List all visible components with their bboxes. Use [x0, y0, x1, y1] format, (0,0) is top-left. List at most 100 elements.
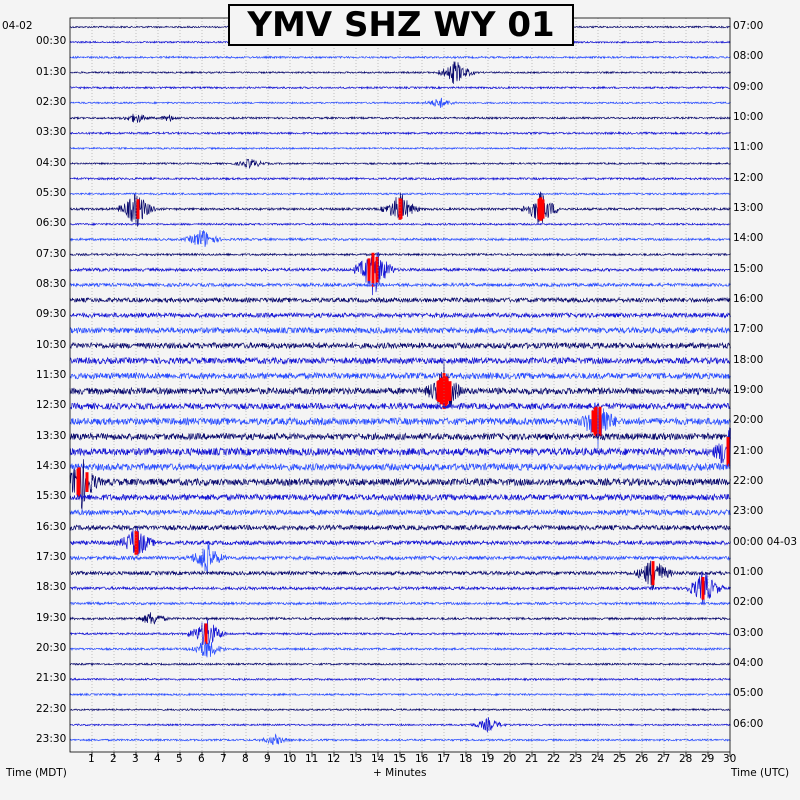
right-time-label: 23:00: [733, 505, 764, 518]
right-time-label: 14:00: [733, 232, 764, 245]
clipped-signal: [541, 199, 545, 219]
clipped-signal: [594, 406, 598, 437]
trace-row: [69, 427, 731, 470]
right-time-label: 18:00: [733, 353, 764, 366]
trace-row: [69, 341, 731, 350]
trace-row: [69, 717, 731, 733]
right-time-label: 22:00: [733, 475, 764, 488]
left-time-label: 01:30: [36, 65, 67, 78]
left-time-label: 02:30: [36, 95, 67, 108]
right-time-label: 09:00: [733, 80, 764, 93]
left-time-label: 06:30: [36, 217, 67, 230]
minute-tick-label: 17: [437, 753, 451, 765]
right-time-label: 20:00: [733, 414, 764, 427]
right-time-label: 07:00: [733, 20, 764, 32]
trace-row: [69, 113, 731, 123]
trace-row: [69, 296, 731, 304]
right-time-label: 06:00: [733, 717, 764, 730]
minute-tick-label: 25: [613, 753, 627, 765]
minute-tick-label: 20: [503, 753, 517, 765]
left-time-label: 09:30: [36, 308, 67, 321]
clipped-signal: [375, 256, 379, 283]
left-time-label: 03:30: [36, 126, 67, 139]
right-time-label: 05:00: [733, 687, 764, 700]
minute-grid: [69, 17, 731, 753]
clipped-signal: [448, 381, 452, 401]
minute-tick-label: 26: [635, 753, 649, 765]
minute-tick-label: 6: [198, 753, 205, 765]
trace-row: [69, 462, 731, 472]
minute-tick-label: 22: [547, 753, 561, 765]
minute-tick-label: 19: [481, 753, 495, 765]
minute-tick-label: 15: [393, 753, 407, 765]
trace-row: [69, 130, 731, 136]
minute-tick-label: 9: [264, 753, 271, 765]
trace-row: [69, 692, 731, 697]
clipped-signal: [439, 377, 443, 405]
x-axis-title: + Minutes: [373, 767, 427, 779]
start-date-label: 04-02: [2, 20, 33, 32]
minute-tick-label: 5: [176, 753, 183, 765]
trace-row: [70, 230, 731, 247]
minute-tick-label: 28: [679, 753, 693, 765]
left-time-label: 15:30: [36, 490, 67, 503]
trace-row: [69, 432, 731, 442]
left-time-label: 18:30: [36, 581, 67, 594]
trace-row: [69, 281, 731, 288]
x-axis-ticks: [91, 752, 731, 757]
left-time-label: 04:30: [36, 156, 67, 169]
trace-row: [69, 252, 731, 296]
minute-tick-label: 24: [591, 753, 605, 765]
right-time-label: 16:00: [733, 293, 764, 306]
right-time-label: 08:00: [733, 50, 764, 63]
right-time-label: 15:00: [733, 262, 764, 275]
right-time-label: 21:00: [733, 444, 764, 457]
trace-row: [69, 571, 731, 606]
minute-tick-label: 23: [569, 753, 583, 765]
right-time-label: 12:00: [733, 171, 764, 184]
left-time-label: 10:30: [36, 338, 67, 351]
trace-row: [69, 176, 731, 182]
clipped-signal: [371, 252, 375, 287]
trace-row: [69, 662, 731, 667]
clipped-signal: [136, 199, 140, 219]
trace-row: [69, 618, 731, 646]
left-time-label: 07:30: [36, 247, 67, 260]
clipped-signal: [437, 380, 441, 402]
right-time-label: 19:00: [733, 384, 764, 397]
trace-row: [69, 677, 731, 682]
minute-tick-label: 3: [132, 753, 139, 765]
minute-tick-label: 29: [701, 753, 715, 765]
left-time-label: 11:30: [36, 368, 67, 381]
right-time-label: 11:00: [733, 141, 764, 154]
clipped-signal: [598, 406, 602, 437]
minute-tick-label: 14: [371, 753, 385, 765]
clipped-signal: [399, 199, 403, 219]
left-time-label: 16:30: [36, 520, 67, 533]
right-time-label: 02:00: [733, 596, 764, 609]
right-axis-title: Time (UTC): [731, 767, 790, 779]
trace-row: [69, 733, 731, 746]
clipped-signal: [204, 623, 208, 645]
left-time-label: 14:30: [36, 459, 67, 472]
trace-row: [69, 222, 731, 227]
clipped-signal: [591, 410, 595, 433]
right-time-label: 17:00: [733, 323, 764, 336]
left-time-label: 12:30: [36, 399, 67, 412]
clipped-signal: [367, 258, 371, 282]
minute-tick-label: 21: [525, 753, 539, 765]
minute-tick-label: 18: [459, 753, 473, 765]
trace-row: [69, 707, 731, 712]
clipped-signal: [651, 561, 655, 586]
clipped-signal: [85, 472, 89, 492]
trace-row: [69, 55, 731, 60]
trace-row: [69, 362, 731, 408]
left-time-label: 19:30: [36, 611, 67, 624]
left-time-label: 05:30: [36, 186, 67, 199]
right-time-label: 03:00: [733, 626, 764, 639]
left-time-label: 00:30: [36, 35, 67, 48]
left-time-label: 20:30: [36, 641, 67, 654]
minute-tick-label: 30: [723, 753, 737, 765]
minute-tick-label: 2: [110, 753, 117, 765]
